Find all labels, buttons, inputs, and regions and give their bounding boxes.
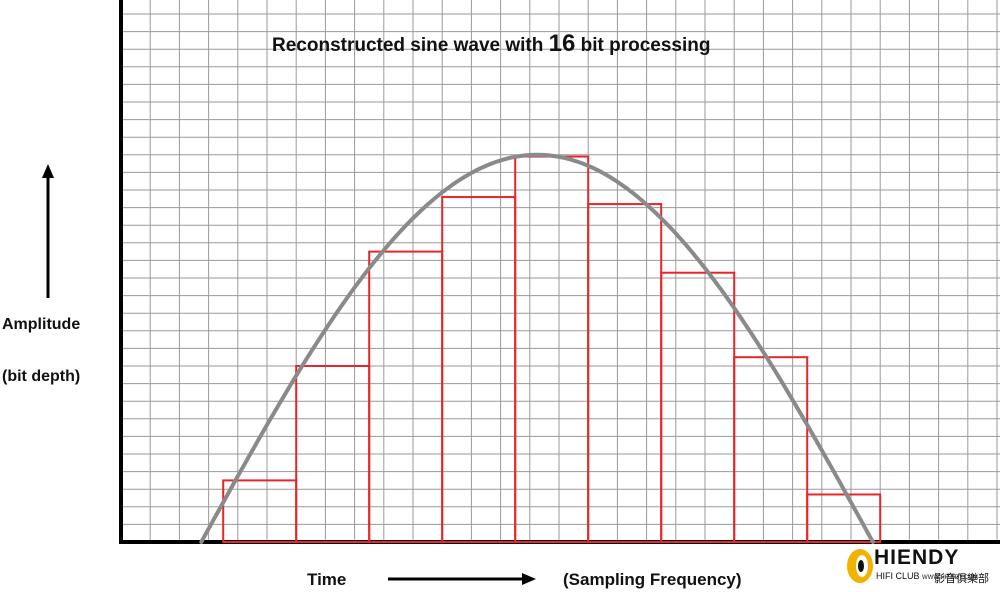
grid: [121, 0, 1000, 542]
x-axis-label: Time: [307, 570, 347, 589]
arrows: [42, 164, 536, 585]
y-axis-sublabel: (bit depth): [2, 368, 81, 385]
step-series: [222, 155, 882, 544]
chart-title: Reconstructed sine wave with 16 bit proc…: [272, 30, 711, 57]
x-axis-sublabel: (Sampling Frequency): [563, 570, 742, 589]
right-arrow-icon: [522, 573, 536, 585]
up-arrow-icon: [42, 164, 54, 178]
step-bar: [587, 203, 663, 544]
step-bar: [441, 196, 517, 543]
logo-emblem-icon: [847, 549, 873, 583]
logo-sub: HIFI CLUB WWW.HIENDY.COM: [876, 571, 978, 581]
step-bar: [514, 155, 590, 543]
logo-name: HIENDY: [874, 546, 960, 569]
step-bar: [806, 493, 882, 544]
y-axis-label: Amplitude: [2, 316, 81, 333]
sine-curve: [199, 152, 875, 544]
hiendy-logo: HIENDY HIFI CLUB WWW.HIENDY.COM 影音俱樂部: [846, 546, 998, 588]
sine-series: [199, 152, 875, 544]
logo-chinese: 影音俱樂部: [934, 573, 989, 585]
step-bar: [733, 356, 809, 544]
